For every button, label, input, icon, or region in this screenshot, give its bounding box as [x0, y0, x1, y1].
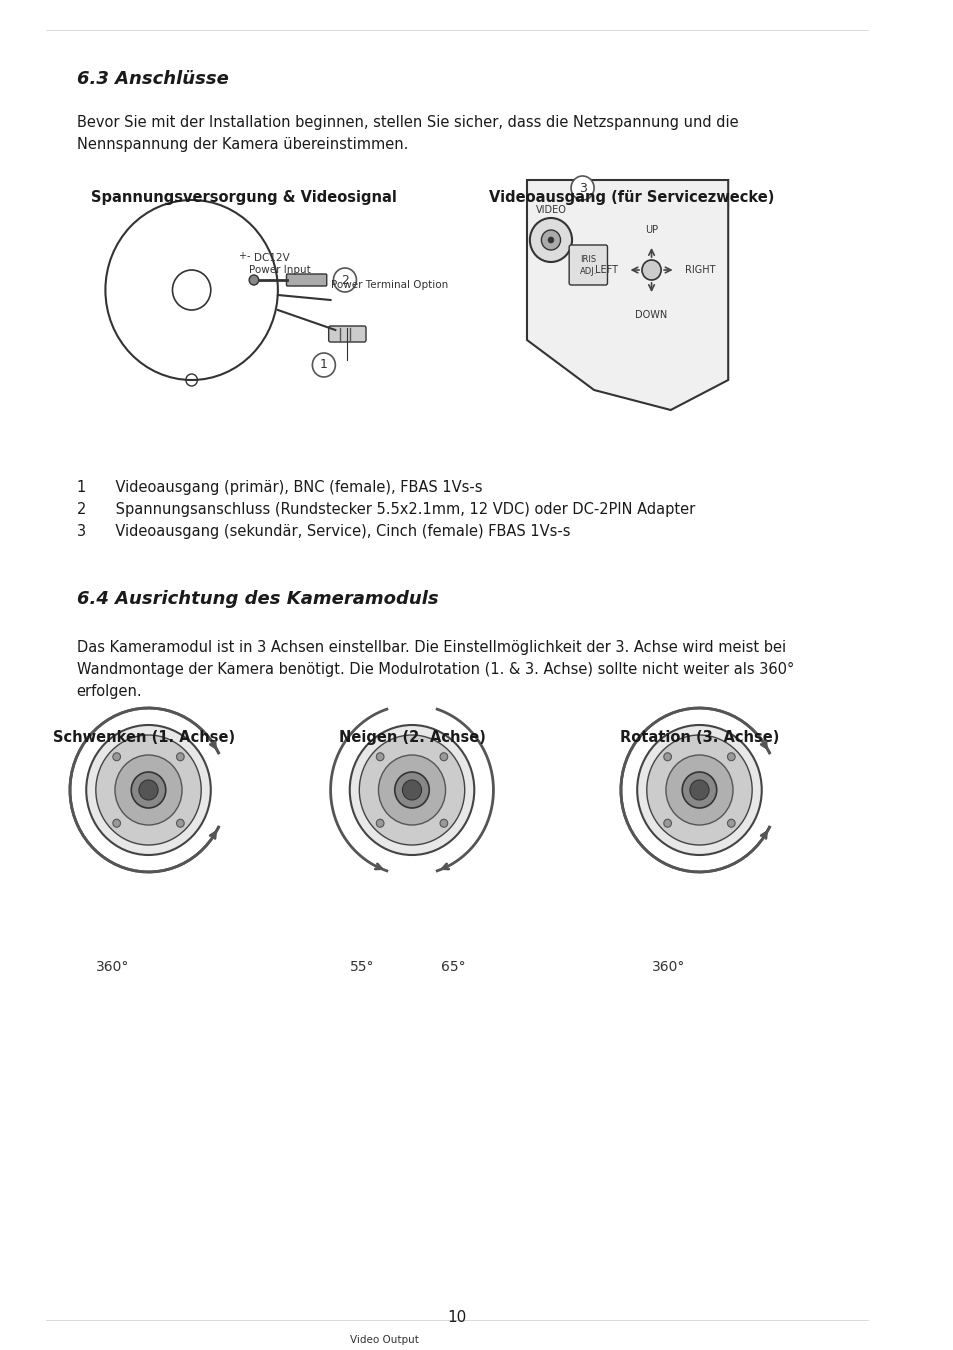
Text: 6.4 Ausrichtung des Kameramoduls: 6.4 Ausrichtung des Kameramoduls: [76, 590, 437, 608]
FancyBboxPatch shape: [569, 244, 607, 285]
Text: UP: UP: [644, 225, 658, 235]
FancyBboxPatch shape: [286, 274, 326, 286]
Text: Video Output: Video Output: [350, 1335, 418, 1345]
Text: 360°: 360°: [651, 960, 684, 973]
Text: IRIS: IRIS: [579, 255, 596, 265]
Text: 3: 3: [578, 181, 586, 194]
Circle shape: [646, 734, 751, 845]
Text: Rotation (3. Achse): Rotation (3. Achse): [619, 730, 779, 745]
Circle shape: [689, 780, 708, 801]
Circle shape: [548, 238, 554, 243]
Circle shape: [375, 819, 384, 828]
Text: Schwenken (1. Achse): Schwenken (1. Achse): [52, 730, 234, 745]
Circle shape: [439, 819, 447, 828]
Text: Power Terminal Option: Power Terminal Option: [331, 279, 447, 290]
Circle shape: [359, 734, 464, 845]
Circle shape: [95, 734, 201, 845]
Circle shape: [439, 753, 447, 761]
Text: 10: 10: [447, 1310, 466, 1324]
Circle shape: [540, 230, 560, 250]
Circle shape: [402, 780, 421, 801]
Text: ADJ.: ADJ.: [579, 267, 597, 277]
Text: 65°: 65°: [440, 960, 465, 973]
Text: 1: 1: [319, 359, 328, 371]
Circle shape: [663, 753, 671, 761]
Text: Neigen (2. Achse): Neigen (2. Achse): [338, 730, 485, 745]
Circle shape: [249, 275, 258, 285]
Text: DC12V: DC12V: [253, 252, 290, 263]
Text: Das Kameramodul ist in 3 Achsen einstellbar. Die Einstellmöglichkeit der 3. Achs: Das Kameramodul ist in 3 Achsen einstell…: [76, 640, 793, 699]
Circle shape: [112, 819, 120, 828]
Text: Videoausgang (für Servicezwecke): Videoausgang (für Servicezwecke): [488, 190, 773, 205]
Text: -: -: [246, 251, 250, 261]
Circle shape: [375, 753, 384, 761]
Text: LEFT: LEFT: [595, 265, 618, 275]
Text: 55°: 55°: [350, 960, 374, 973]
Circle shape: [529, 217, 572, 262]
Text: RIGHT: RIGHT: [684, 265, 715, 275]
Circle shape: [641, 261, 660, 279]
Text: +: +: [237, 251, 245, 261]
Circle shape: [86, 725, 211, 855]
Circle shape: [312, 352, 335, 377]
Text: 2: 2: [340, 274, 349, 286]
Text: Spannungsversorgung & Videosignal: Spannungsversorgung & Videosignal: [91, 190, 396, 205]
Circle shape: [727, 819, 735, 828]
Text: Bevor Sie mit der Installation beginnen, stellen Sie sicher, dass die Netzspannu: Bevor Sie mit der Installation beginnen,…: [76, 115, 738, 153]
Circle shape: [681, 772, 716, 809]
Circle shape: [395, 772, 429, 809]
Circle shape: [334, 269, 356, 292]
Circle shape: [139, 780, 158, 801]
Circle shape: [112, 753, 120, 761]
Circle shape: [132, 772, 166, 809]
Text: 3  Videoausgang (sekundär, Service), Cinch (female) FBAS 1Vs-s: 3 Videoausgang (sekundär, Service), Cinc…: [76, 524, 570, 539]
Circle shape: [176, 819, 184, 828]
Circle shape: [665, 755, 732, 825]
Circle shape: [350, 725, 474, 855]
Circle shape: [176, 753, 184, 761]
FancyBboxPatch shape: [329, 325, 366, 342]
Circle shape: [571, 176, 594, 200]
Text: Power Input: Power Input: [249, 265, 311, 275]
Text: 360°: 360°: [95, 960, 129, 973]
Text: 1  Videoausgang (primär), BNC (female), FBAS 1Vs-s: 1 Videoausgang (primär), BNC (female), F…: [76, 481, 481, 495]
Text: VIDEO: VIDEO: [535, 205, 566, 215]
Circle shape: [115, 755, 182, 825]
Polygon shape: [526, 180, 727, 410]
Text: 2  Spannungsanschluss (Rundstecker 5.5x2.1mm, 12 VDC) oder DC-2PIN Adapter: 2 Spannungsanschluss (Rundstecker 5.5x2.…: [76, 502, 694, 517]
Circle shape: [378, 755, 445, 825]
Circle shape: [663, 819, 671, 828]
Text: 6.3 Anschlüsse: 6.3 Anschlüsse: [76, 70, 229, 88]
Text: DOWN: DOWN: [635, 310, 667, 320]
Circle shape: [727, 753, 735, 761]
Circle shape: [637, 725, 760, 855]
